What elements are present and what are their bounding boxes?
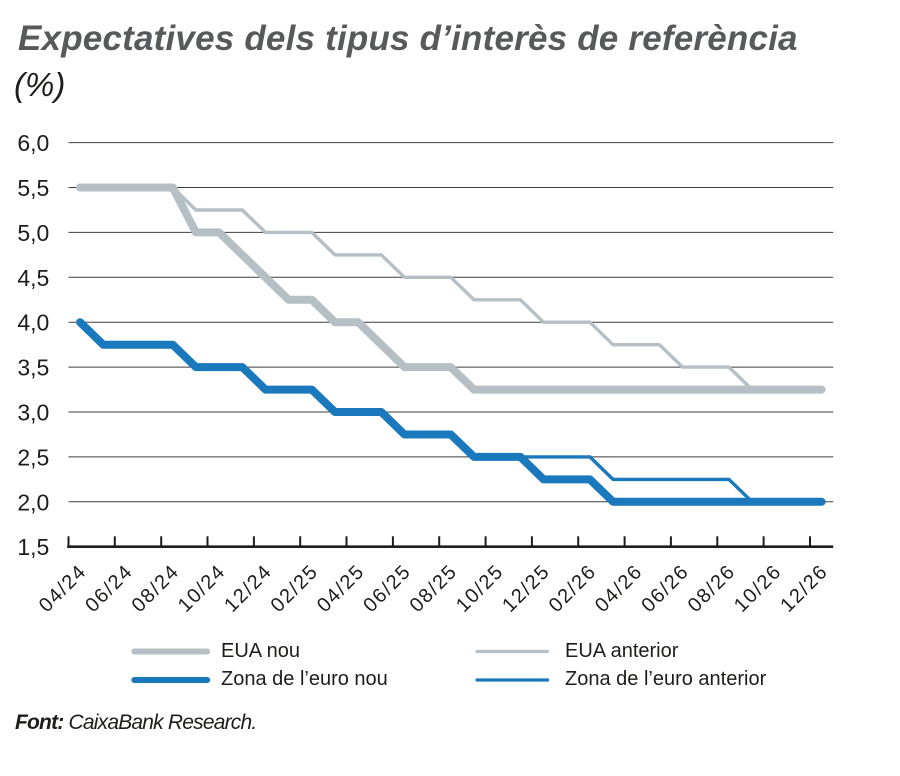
svg-text:08/24: 08/24 — [128, 560, 184, 616]
svg-text:5,0: 5,0 — [17, 220, 49, 246]
svg-text:06/24: 06/24 — [81, 560, 137, 616]
svg-text:6,0: 6,0 — [17, 130, 49, 156]
svg-text:2,0: 2,0 — [17, 489, 49, 515]
svg-text:04/25: 04/25 — [313, 560, 369, 616]
svg-text:12/24: 12/24 — [220, 560, 276, 616]
svg-text:10/26: 10/26 — [730, 560, 786, 616]
svg-text:12/26: 12/26 — [776, 560, 832, 616]
svg-text:12/25: 12/25 — [498, 560, 554, 616]
svg-text:06/26: 06/26 — [637, 560, 693, 616]
svg-text:4,5: 4,5 — [17, 265, 49, 291]
svg-text:3,0: 3,0 — [17, 400, 49, 426]
svg-text:4,0: 4,0 — [17, 310, 49, 336]
svg-text:02/25: 02/25 — [267, 560, 323, 616]
svg-text:10/25: 10/25 — [452, 560, 508, 616]
svg-text:5,5: 5,5 — [17, 175, 49, 201]
svg-text:3,5: 3,5 — [17, 355, 49, 381]
svg-text:02/26: 02/26 — [545, 560, 601, 616]
svg-text:1,5: 1,5 — [17, 534, 49, 560]
svg-text:04/26: 04/26 — [591, 560, 647, 616]
svg-text:08/26: 08/26 — [684, 560, 740, 616]
svg-text:06/25: 06/25 — [359, 560, 415, 616]
svg-text:04/24: 04/24 — [35, 560, 91, 616]
svg-text:10/24: 10/24 — [174, 560, 230, 616]
svg-text:08/25: 08/25 — [406, 560, 462, 616]
svg-text:2,5: 2,5 — [17, 444, 49, 470]
